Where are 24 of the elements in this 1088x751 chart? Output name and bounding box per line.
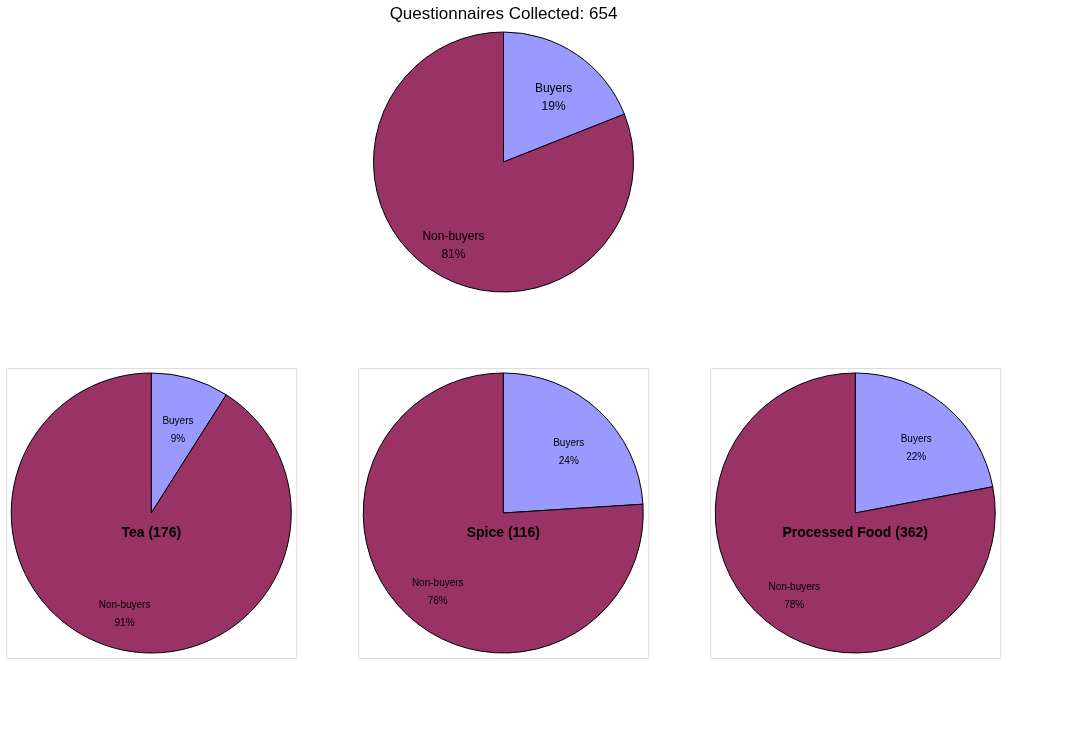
slice-label: Buyers (553, 437, 585, 449)
data-label: 22% (906, 451, 927, 463)
data-label: 78% (784, 598, 805, 610)
slice-label: Buyers (162, 415, 194, 427)
slice-label: Non-buyers (768, 580, 821, 592)
data-label: 9% (170, 433, 186, 445)
data-label: 19% (541, 99, 566, 114)
data-label: 91% (114, 616, 135, 628)
text: Tea (176) (121, 524, 182, 540)
slice-label: Buyers (900, 433, 932, 445)
data-label: 24% (558, 455, 579, 467)
slice-label: Non-buyers (411, 576, 464, 588)
data-label: 76% (427, 594, 448, 606)
slice-label: Non-buyers (98, 598, 151, 610)
data-label: 81% (441, 246, 466, 261)
text: Processed Food (362) (782, 524, 928, 540)
pie-slice (714, 372, 996, 654)
text: Spice (116) (466, 524, 540, 540)
pie-slice (373, 31, 634, 293)
slice-label: Non-buyers (422, 228, 485, 243)
chart-title: Questionnaires Collected: 654 (389, 4, 618, 23)
pie-slice (10, 372, 292, 654)
slice-label: Buyers (534, 81, 573, 96)
pie-slice (362, 372, 644, 654)
